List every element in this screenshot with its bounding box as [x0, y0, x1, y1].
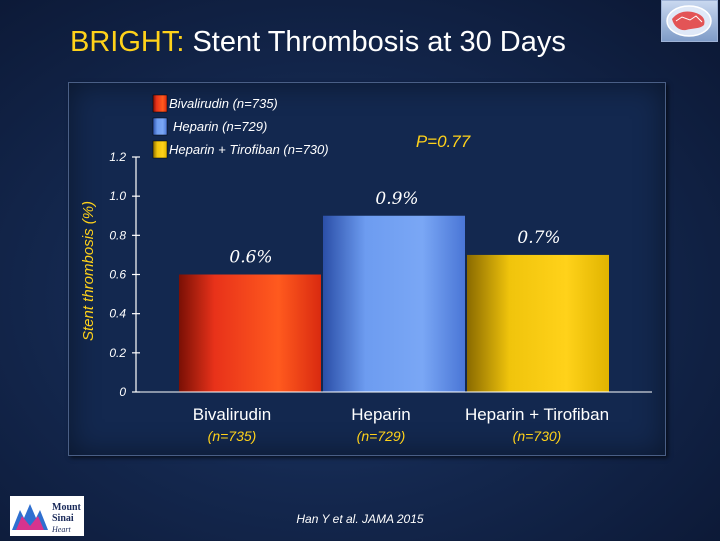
- x-category-sublabel: (n=729): [357, 428, 406, 444]
- y-tick-label: 0: [119, 385, 126, 399]
- globe-map-icon: [666, 5, 712, 37]
- logo-text-2: Sinai: [52, 513, 74, 524]
- x-category-sublabel: (n=730): [513, 428, 562, 444]
- title-main: Stent Thrombosis at 30 Days: [184, 26, 566, 58]
- data-label: 0.7%: [517, 228, 560, 248]
- y-tick-label: 1.2: [109, 150, 126, 164]
- x-category-label: Heparin: [351, 405, 411, 424]
- mount-sinai-logo-mark: Mount Sinai Heart: [12, 502, 82, 534]
- data-label: 0.6%: [229, 248, 272, 268]
- legend-swatch: [152, 94, 168, 113]
- y-axis-label: Stent thrombosis (%): [80, 201, 97, 341]
- bars: [179, 215, 609, 392]
- x-category-label: Heparin + Tirofiban: [465, 405, 609, 424]
- legend-swatch: [152, 117, 168, 136]
- legend: Bivalirudin (n=735) Heparin (n=729) Hepari…: [152, 94, 329, 159]
- data-labels: 0.6% 0.9% 0.7%: [229, 189, 560, 268]
- y-tick-label: 0.2: [109, 346, 126, 360]
- p-value-annotation: P=0.77: [416, 132, 471, 151]
- y-tick-label: 0.6: [109, 268, 126, 282]
- mount-sinai-logo: Mount Sinai Heart: [10, 496, 84, 536]
- bar: [467, 254, 609, 392]
- title-accent: BRIGHT:: [70, 26, 185, 58]
- logo-text-3: Heart: [51, 525, 71, 534]
- x-category-label: Bivalirudin: [193, 405, 271, 424]
- citation: Han Y et al. JAMA 2015: [296, 512, 424, 526]
- x-category-sublabel: (n=735): [208, 428, 257, 444]
- bar: [323, 215, 465, 392]
- x-axis-labels: Bivalirudin (n=735) Heparin (n=729) Heparin …: [136, 391, 652, 444]
- y-axis: 0 0.2 0.4 0.6 0.8 1.0 1.2: [109, 150, 140, 399]
- slide-title: BRIGHT: Stent Thrombosis at 30 Days: [70, 26, 566, 59]
- data-label: 0.9%: [375, 189, 418, 209]
- legend-label: Heparin (n=729): [173, 119, 267, 134]
- y-tick-label: 0.8: [109, 228, 126, 242]
- logo-text-1: Mount: [52, 502, 82, 513]
- y-tick-label: 0.4: [109, 307, 126, 321]
- globe-logo: [661, 0, 718, 42]
- bar: [179, 274, 321, 392]
- y-tick-label: 1.0: [109, 189, 126, 203]
- legend-label: Heparin + Tirofiban (n=730): [169, 142, 329, 157]
- legend-swatch: [152, 140, 168, 159]
- legend-label: Bivalirudin (n=735): [169, 96, 278, 111]
